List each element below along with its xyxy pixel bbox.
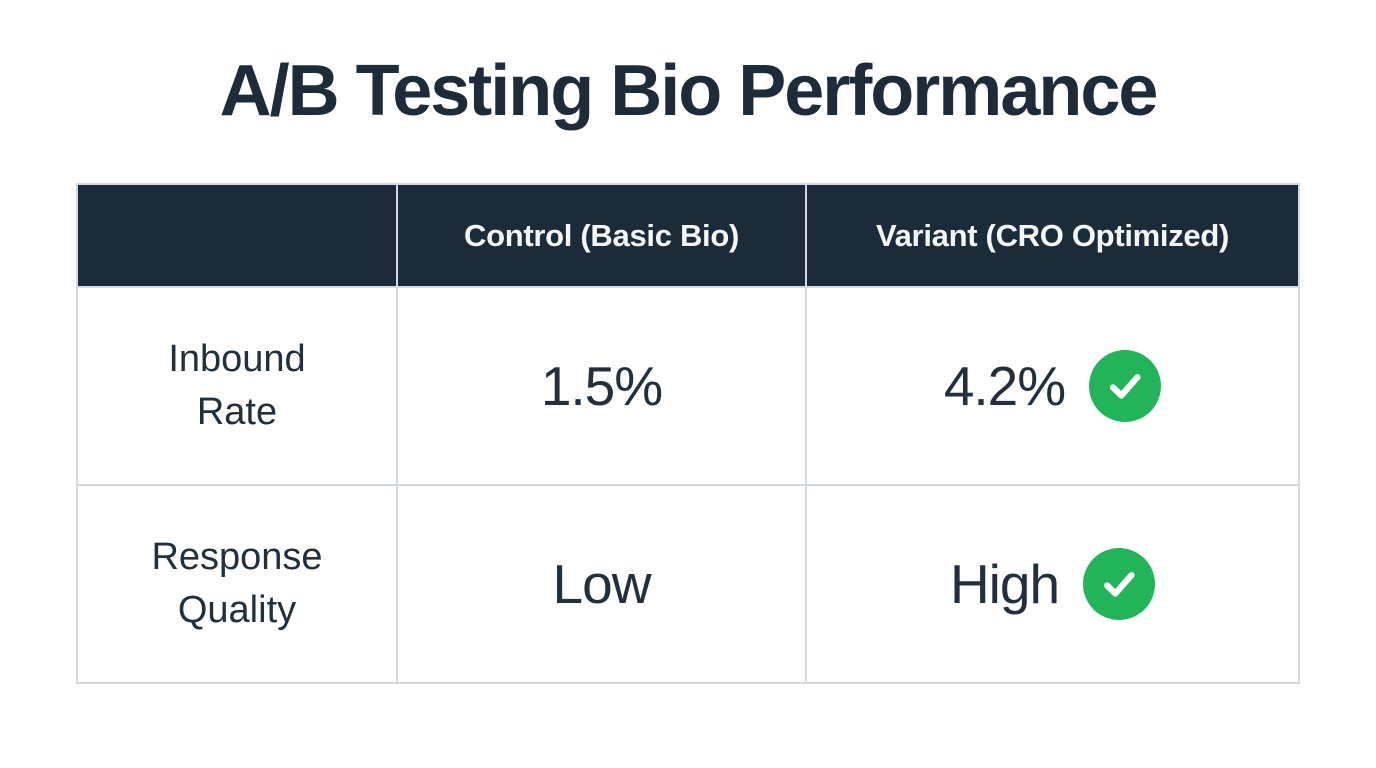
check-circle-icon <box>1083 548 1156 621</box>
table-row: Response Quality Low High <box>76 484 1300 685</box>
metric-label: Response Quality <box>151 536 323 632</box>
metric-label: Inbound Rate <box>168 338 306 434</box>
header-cell-control: Control (Basic Bio) <box>396 183 807 289</box>
control-value-cell: Low <box>396 484 807 685</box>
table-header-row: Control (Basic Bio) Variant (CRO Optimiz… <box>76 183 1300 289</box>
table-row: Inbound Rate 1.5% 4.2% <box>76 286 1300 487</box>
control-value: Low <box>552 553 652 616</box>
header-cell-metric <box>76 183 398 289</box>
metric-cell: Inbound Rate <box>76 286 398 487</box>
page-title: A/B Testing Bio Performance <box>219 51 1159 131</box>
page: A/B Testing Bio Performance Control (Bas… <box>0 51 1376 768</box>
variant-value-cell: 4.2% <box>805 286 1300 487</box>
variant-value: 4.2% <box>943 355 1066 418</box>
header-cell-variant: Variant (CRO Optimized) <box>805 183 1300 289</box>
control-value-cell: 1.5% <box>396 286 807 487</box>
variant-value-cell: High <box>805 484 1300 685</box>
metric-cell: Response Quality <box>76 484 398 685</box>
variant-value: High <box>949 553 1060 616</box>
control-value: 1.5% <box>540 355 663 418</box>
check-circle-icon <box>1089 350 1162 423</box>
ab-test-table: Control (Basic Bio) Variant (CRO Optimiz… <box>76 183 1300 685</box>
